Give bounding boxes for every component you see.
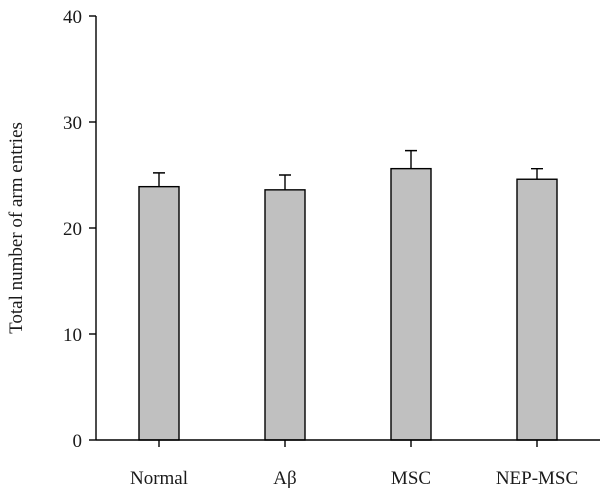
y-tick-label: 30 bbox=[63, 113, 82, 134]
y-axis-title: Total number of arm entries bbox=[6, 122, 27, 334]
bar bbox=[264, 189, 306, 441]
bar bbox=[138, 185, 180, 441]
bar bbox=[390, 167, 432, 441]
error-bar bbox=[279, 174, 291, 190]
x-category-label: NEP-MSC bbox=[496, 468, 578, 489]
y-tick-label: 20 bbox=[63, 219, 82, 240]
x-axis-labels: Normal Aβ MSC NEP-MSC bbox=[130, 440, 578, 489]
error-bar bbox=[153, 172, 165, 187]
y-tick-label: 10 bbox=[63, 325, 82, 346]
x-category-label: Normal bbox=[130, 468, 188, 489]
y-tick-label: 40 bbox=[63, 7, 82, 28]
x-category-label: Aβ bbox=[273, 468, 296, 489]
error-bars bbox=[153, 149, 543, 190]
x-category-label: MSC bbox=[391, 468, 431, 489]
y-tick-label: 0 bbox=[73, 431, 83, 452]
error-bar bbox=[405, 149, 417, 169]
bar bbox=[516, 178, 558, 441]
y-axis-ticks: 0 10 20 30 40 bbox=[63, 7, 96, 452]
error-bar bbox=[531, 167, 543, 180]
bars bbox=[138, 167, 558, 441]
